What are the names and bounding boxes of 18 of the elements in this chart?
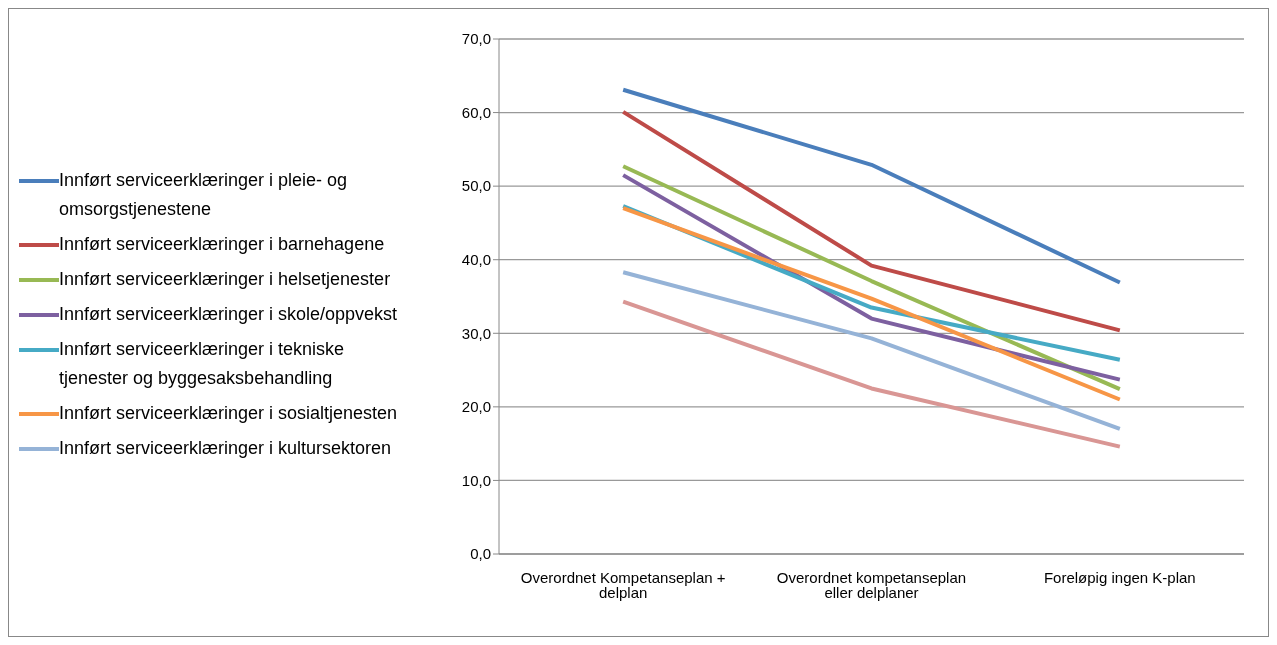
legend-label: Innført serviceerklæringer i tekniske tjenester og byggesaksbehandling [59,338,346,390]
y-tick-label: 50,0 [461,177,491,195]
legend-label: Innført serviceerklæringer i kultursektoren [59,437,392,460]
legend-label: Innført serviceerklæringer i barnehagene [59,233,385,256]
x-tick-label: Foreløpig ingen K-plan [1043,568,1196,586]
y-tick-label: 0,0 [470,545,491,563]
x-tick-label: Overordnet Kompetanseplan + delplan [520,568,726,601]
legend-label: Innført serviceerklæringer i sosialtjenesten [59,402,398,425]
y-tick-label: 20,0 [461,398,491,416]
y-tick-label: 40,0 [461,251,491,269]
y-tick-label: 70,0 [461,30,491,48]
legend-label: Innført serviceerklæringer i skole/oppvekst [59,303,398,326]
y-tick-label: 10,0 [461,471,491,489]
legend-label: Innført serviceerklæringer i helsetjenester [59,268,391,291]
y-tick-label: 60,0 [461,103,491,121]
x-tick-label: Overordnet kompetanseplan eller delplaner [776,568,967,601]
legend-label: Innført serviceerklæringer i pleie- og omsorgstjenestene [59,169,349,221]
y-tick-label: 30,0 [461,324,491,342]
